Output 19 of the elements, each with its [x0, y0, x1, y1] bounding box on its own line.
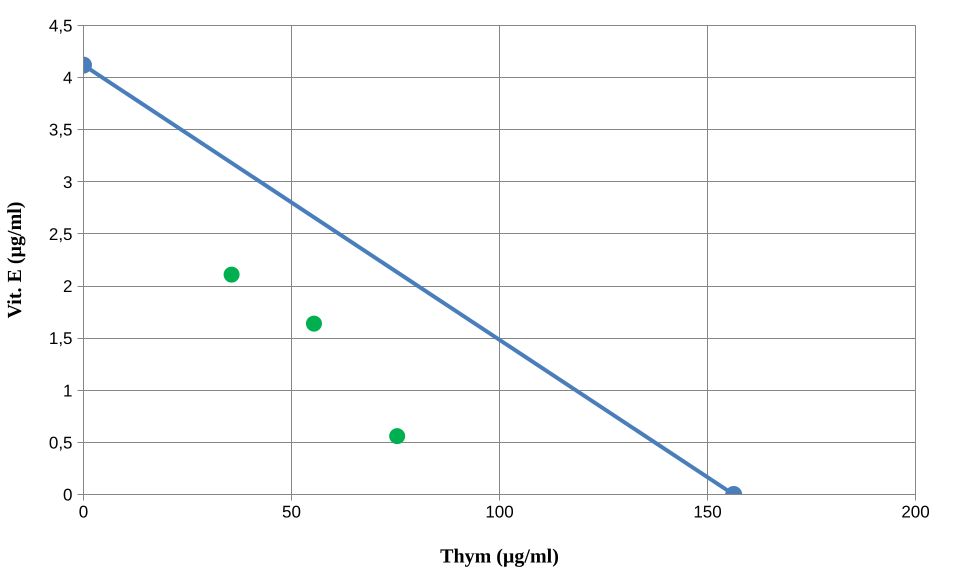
y-axis-title: Vit. E (µg/ml)	[4, 202, 26, 318]
y-tick-label: 4	[63, 68, 73, 88]
y-tick-label: 4,5	[48, 16, 73, 36]
y-tick-label: 2	[63, 277, 73, 296]
x-tick-label: 0	[78, 502, 88, 522]
y-tick-label: 0,5	[48, 433, 73, 452]
point	[224, 266, 240, 283]
y-tick-label: 3	[63, 172, 73, 192]
y-tick-label: 0	[63, 486, 73, 504]
y-tick-label: 2,5	[48, 224, 73, 244]
x-tick-label: 50	[282, 502, 301, 522]
x-tick-label: 100	[485, 502, 514, 522]
point	[306, 316, 322, 332]
x-tick-label: 150	[693, 502, 722, 522]
x-axis-title: Thym (µg/ml)	[440, 546, 559, 568]
y-tick-label: 1	[63, 381, 73, 400]
y-tick-label: 1,5	[48, 329, 73, 348]
x-tick-label: 200	[901, 502, 930, 522]
y-tick-label: 3,5	[48, 120, 73, 140]
